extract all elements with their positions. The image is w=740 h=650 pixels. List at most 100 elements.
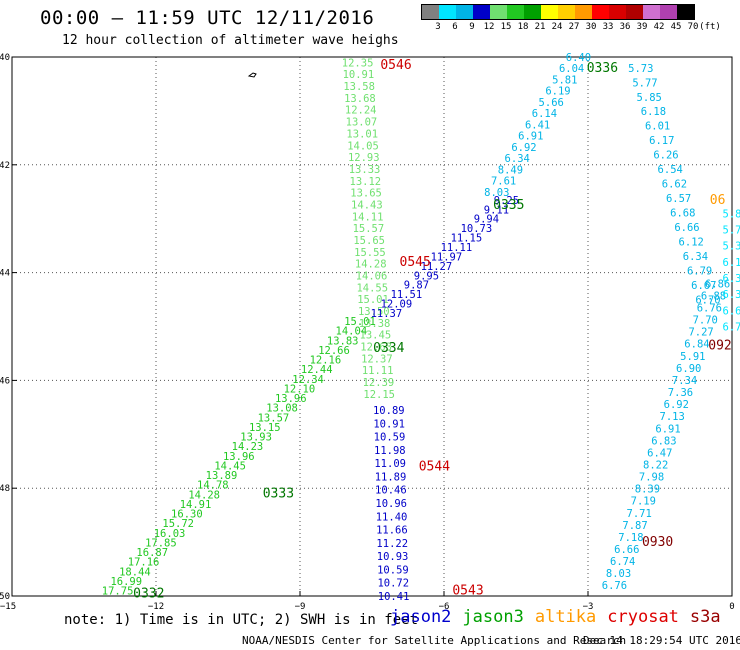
wave-height-label: 14.28 — [355, 259, 387, 271]
wave-height-label: 6.01 — [645, 121, 670, 133]
color-scale-cell — [626, 5, 643, 19]
wave-height-label: 6.1 — [723, 257, 740, 269]
wave-height-label: 10.59 — [374, 432, 406, 444]
color-scale-cell — [490, 5, 507, 19]
wave-height-label: 15.65 — [353, 235, 385, 247]
color-scale-label: 42 — [653, 22, 665, 32]
wave-height-label: 8.49 — [498, 164, 523, 176]
wave-height-label: 6.91 — [655, 423, 680, 435]
wave-height-label: 5.7 — [723, 224, 740, 236]
x-tick-label: −12 — [148, 602, 164, 612]
wave-height-label: 10.46 — [375, 485, 407, 497]
wave-height-label: 8.03 — [606, 568, 631, 580]
track-altika-b: 5.73 5.77 5.85 6.18 6.01 6.17 6.26 6.54 6.62 6.57… — [628, 63, 720, 307]
color-scale-label: 30 — [585, 22, 597, 32]
wave-height-label: 6.92 — [511, 142, 536, 154]
wave-height-label: 14.55 — [356, 282, 388, 294]
wave-height-label: 17.75 — [102, 586, 134, 598]
wave-height-label: 10.72 — [377, 578, 409, 590]
wave-height-label: 14.11 — [352, 211, 384, 223]
wave-height-label: 13.96 — [223, 451, 255, 463]
wave-height-label: 11.22 — [376, 538, 408, 550]
color-scale-cell — [677, 5, 694, 19]
wave-height-label: 5.81 — [552, 74, 577, 86]
pass-time-label: 0930 — [642, 535, 673, 550]
x-tick-label: −3 — [583, 602, 594, 612]
color-scale-cell — [575, 5, 592, 19]
mission-legend-item: altika — [534, 607, 597, 627]
wave-height-label: 12.39 — [363, 377, 395, 389]
wave-height-label: 6.92 — [664, 399, 689, 411]
wave-height-label: 6.68 — [670, 208, 695, 220]
y-tick-label: −44 — [0, 269, 10, 279]
wave-height-label: 6.18 — [641, 106, 666, 118]
track-altika-a: 6.406.045.816.195.666.146.416.916.926.34… — [484, 52, 591, 199]
wave-height-label: 12.15 — [363, 389, 395, 401]
color-scale-label: 18 — [517, 22, 529, 32]
wave-height-label: 6.66 — [674, 222, 699, 234]
wave-height-label: 12.34 — [292, 374, 324, 386]
wave-height-label: 7.18 — [618, 532, 643, 544]
color-scale-cell — [524, 5, 541, 19]
wave-height-label: 7.36 — [668, 387, 693, 399]
wave-height-label: 13.68 — [344, 93, 376, 105]
wave-height-label: 13.89 — [206, 470, 238, 482]
wave-height-label: 6.41 — [525, 119, 550, 131]
wave-height-label: 7.87 — [622, 520, 647, 532]
island-outline — [247, 72, 257, 78]
wave-height-label: 10.91 — [373, 418, 405, 430]
wave-height-label: 15.01 — [344, 316, 376, 328]
wave-height-label: 16.03 — [154, 528, 186, 540]
wave-height-label: 14.05 — [347, 140, 379, 152]
color-scale-label: 36 — [619, 22, 631, 32]
color-scale-label: 24 — [551, 22, 563, 32]
color-scale-label: 33 — [602, 22, 614, 32]
wave-height-label: 6.14 — [532, 108, 557, 120]
pass-time-label: 0334 — [373, 341, 404, 356]
color-scale-cell — [456, 5, 473, 19]
color-scale-cell — [541, 5, 558, 19]
y-tick-label: −48 — [0, 484, 10, 494]
plot-border — [11, 56, 733, 597]
wave-height-label: 9.94 — [474, 214, 499, 226]
wave-height-label: 12.10 — [284, 383, 316, 395]
wave-height-label: 13.50 — [358, 306, 390, 318]
color-scale-cell — [507, 5, 524, 19]
wave-height-label: 17.85 — [145, 537, 177, 549]
wave-height-label: 8.39 — [635, 484, 660, 496]
track-jason3-a: 17.7516.9918.4417.1616.8717.8516.0315.72… — [102, 316, 376, 598]
wave-height-label: 5.66 — [539, 97, 564, 109]
color-scale-label: 12 — [483, 22, 495, 32]
color-scale-labels: 3 6 9 12 15 18 21 24 27 30 33 36 39 42 45 70 (ft) — [421, 20, 721, 34]
wave-height-label: 13.45 — [360, 330, 392, 342]
color-scale-label: 27 — [568, 22, 580, 32]
wave-height-label: 6.7 — [723, 322, 740, 334]
wave-height-label: 10.91 — [343, 69, 375, 81]
generated-timestamp: Dec 14 18:29:54 UTC 2016 — [583, 634, 740, 647]
wave-height-label: 10.96 — [375, 498, 407, 510]
track-altika-d: 5.8 5.7 5.3 6.1 6.3 6.3 6.6 6.7 — [723, 208, 740, 333]
wave-height-label: 12.44 — [301, 364, 333, 376]
wave-height-label: 18.44 — [119, 566, 151, 578]
wave-height-label: 12.93 — [348, 152, 380, 164]
wave-height-label: 14.23 — [232, 441, 264, 453]
color-scale-label: 21 — [534, 22, 546, 32]
wave-height-label: 9.25 — [494, 195, 519, 207]
wave-height-label: 6.84 — [684, 339, 709, 351]
wave-height-label: 16.87 — [136, 547, 168, 559]
wave-height-label: 14.78 — [197, 480, 229, 492]
wave-height-label: 10.59 — [377, 564, 409, 576]
wave-height-label: 14.06 — [356, 270, 388, 282]
color-scale-unit: (ft) — [699, 22, 721, 32]
wave-height-label: 5.85 — [637, 92, 662, 104]
wave-height-label: 15.72 — [162, 518, 194, 530]
wave-height-label: 6.67 — [691, 280, 716, 292]
wave-height-label: 6.3 — [723, 289, 740, 301]
x-tick-label: −6 — [439, 602, 450, 612]
wave-height-label: 11.15 — [451, 233, 483, 245]
wave-height-label: 13.83 — [327, 335, 359, 347]
wave-height-label: 7.13 — [660, 411, 685, 423]
track-labels-layer: 12.3510.9113.5813.6812.2413.0713.0114.05… — [102, 52, 740, 603]
pass-time-labels-layer: 0546 0336 0335 0545 0334 0544 0333 0543 0332 0930… — [133, 58, 732, 601]
